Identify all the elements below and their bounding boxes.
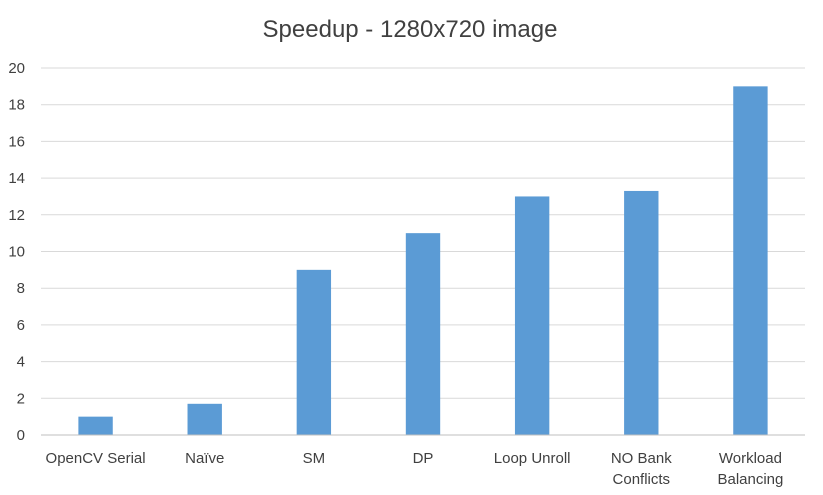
y-tick-label: 14 (8, 170, 25, 187)
chart-title: Speedup - 1280x720 image (263, 16, 558, 43)
x-tick-label: Naïve (185, 450, 224, 467)
y-tick-label: 2 (17, 390, 25, 407)
x-tick-label: Workload Balancing (717, 450, 783, 488)
x-tick-label: SM (303, 450, 326, 467)
y-tick-label: 16 (8, 133, 25, 150)
y-tick-label: 10 (8, 244, 25, 261)
bar (733, 86, 768, 435)
bar (624, 190, 659, 435)
y-tick-label: 4 (17, 354, 25, 371)
bar (296, 269, 332, 435)
y-tick-label: 18 (8, 97, 25, 114)
x-axis-labels: OpenCV Serial Naïve SM DP Loop Unroll NO Bank… (46, 450, 784, 488)
x-tick-label: NO Bank Conflicts (611, 450, 672, 488)
bar (78, 416, 113, 435)
x-tick-label: Loop Unroll (494, 450, 571, 467)
y-tick-label: 8 (17, 280, 25, 297)
y-axis-ticks: 0 2 4 6 8 10 12 14 16 18 20 (8, 60, 25, 444)
bar (187, 403, 222, 435)
x-tick-label: OpenCV Serial (46, 450, 146, 467)
y-tick-label: 12 (8, 207, 25, 224)
x-tick-label: DP (413, 450, 434, 467)
bar (405, 233, 441, 435)
bars (78, 86, 768, 435)
y-tick-label: 6 (17, 317, 25, 334)
y-tick-label: 0 (17, 427, 25, 444)
bar (514, 196, 550, 435)
y-tick-label: 20 (8, 60, 25, 77)
